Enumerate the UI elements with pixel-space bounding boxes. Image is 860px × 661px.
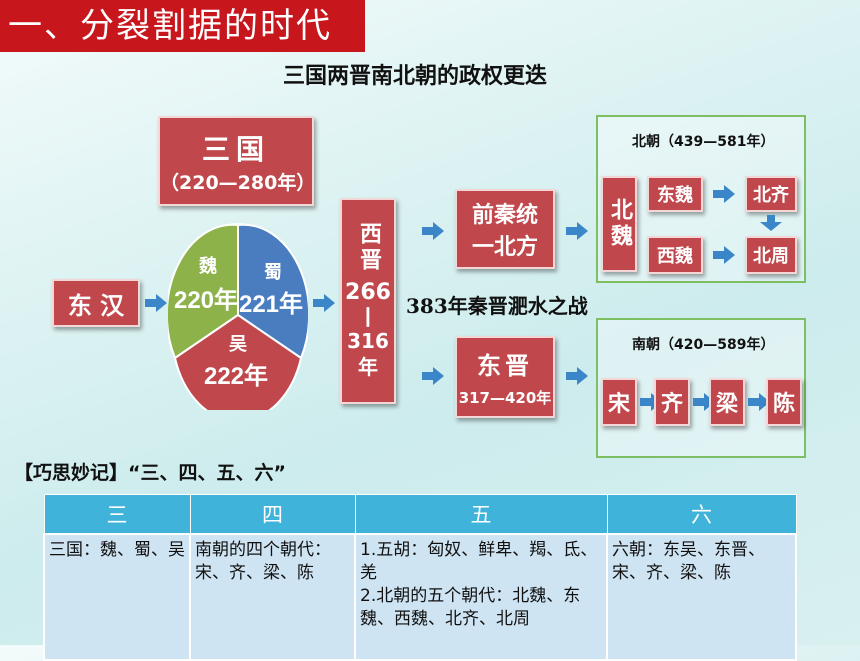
- arrow-right-icon: [422, 367, 444, 385]
- section-title-badge: 一、分裂割据的时代: [0, 0, 365, 52]
- south-dynasty-qi: 齐: [654, 378, 690, 426]
- arrow-right-icon: [422, 222, 444, 240]
- xijin-start: 266: [345, 280, 391, 305]
- arrow-right-icon: [713, 185, 735, 203]
- pie-year-wu: 222年: [204, 362, 268, 390]
- south-dynasty-song: 宋: [601, 378, 637, 426]
- three-kingdoms-title: 三国: [201, 132, 270, 166]
- dongjin-box: 东晋 317—420年: [455, 336, 555, 418]
- dongjin-years: 317—420年: [458, 389, 552, 407]
- memo-cell-five: 1.五胡：匈奴、鲜卑、羯、氐、羌 2.北朝的五个朝代：北魏、东魏、西魏、北齐、北…: [354, 533, 608, 661]
- memo-header-six: 六: [606, 494, 797, 535]
- memo-table: 三 四 五 六 三国：魏、蜀、吴 南朝的四个朝代：宋、齐、梁、陈 1.五胡：匈奴…: [43, 494, 797, 661]
- memo-cell-three: 三国：魏、蜀、吴: [43, 533, 191, 661]
- pie-year-wei: 220年: [174, 286, 238, 314]
- beiqi-box: 北齐: [745, 176, 797, 212]
- xijin-end: 316年: [347, 329, 389, 379]
- memo-header-three: 三: [43, 494, 191, 535]
- xijin-box: 西晋 266 — 316年: [340, 198, 396, 404]
- memo-cell-six: 六朝：东吴、东晋、宋、齐、梁、陈: [606, 533, 797, 661]
- memo-table-row: 三国：魏、蜀、吴 南朝的四个朝代：宋、齐、梁、陈 1.五胡：匈奴、鲜卑、羯、氐、…: [43, 533, 797, 661]
- memo-heading: 【巧思妙记】“三、四、五、六”: [14, 462, 286, 484]
- south-dynasty-chen: 陈: [766, 378, 802, 426]
- memo-table-header-row: 三 四 五 六: [43, 494, 797, 535]
- feishui-battle-label: 383年秦晋淝水之战: [406, 294, 588, 318]
- arrow-down-icon: [760, 215, 782, 231]
- memo-header-four: 四: [189, 494, 356, 535]
- pie-label-wu: 吴: [229, 334, 247, 355]
- beiwei-box: 北魏: [601, 176, 637, 272]
- diagram-title: 三国两晋南北朝的政权更迭: [282, 64, 547, 89]
- arrow-right-icon: [748, 393, 770, 411]
- xijin-name: 西晋: [356, 222, 381, 274]
- pie-slice-wu: [173, 313, 303, 410]
- xiwei-box: 西魏: [647, 236, 703, 274]
- north-dynasties-title: 北朝（439—581年）: [632, 134, 775, 150]
- memo-header-five: 五: [354, 494, 608, 535]
- south-dynasty-liang: 梁: [709, 378, 745, 426]
- pie-year-shu: 221年: [239, 290, 303, 318]
- pie-slice-shu: [237, 223, 308, 360]
- three-kingdoms-pie: 魏 220年 蜀 221年 吴 222年: [168, 223, 308, 410]
- dongjin-name: 东晋: [477, 352, 533, 380]
- three-kingdoms-box: 三国 （220—280年）: [158, 116, 316, 206]
- arrow-right-icon: [145, 294, 167, 312]
- beizhou-box: 北周: [745, 236, 797, 274]
- memo-cell-four: 南朝的四个朝代：宋、齐、梁、陈: [189, 533, 356, 661]
- arrow-right-icon: [566, 222, 588, 240]
- dongwei-box: 东魏: [647, 176, 703, 212]
- pie-slice-wei: [168, 223, 239, 360]
- pie-label-shu: 蜀: [264, 262, 282, 283]
- pie-label-wei: 魏: [198, 255, 217, 277]
- arrow-right-icon: [566, 367, 588, 385]
- qianqin-box: 前秦统一北方: [455, 189, 555, 269]
- donghan-box: 东 汉: [52, 279, 140, 327]
- arrow-right-icon: [713, 246, 735, 264]
- arrow-right-icon: [313, 294, 335, 312]
- three-kingdoms-years: （220—280年）: [160, 171, 316, 194]
- xijin-dash: —: [356, 306, 381, 328]
- south-dynasties-title: 南朝（420—589年）: [632, 337, 775, 353]
